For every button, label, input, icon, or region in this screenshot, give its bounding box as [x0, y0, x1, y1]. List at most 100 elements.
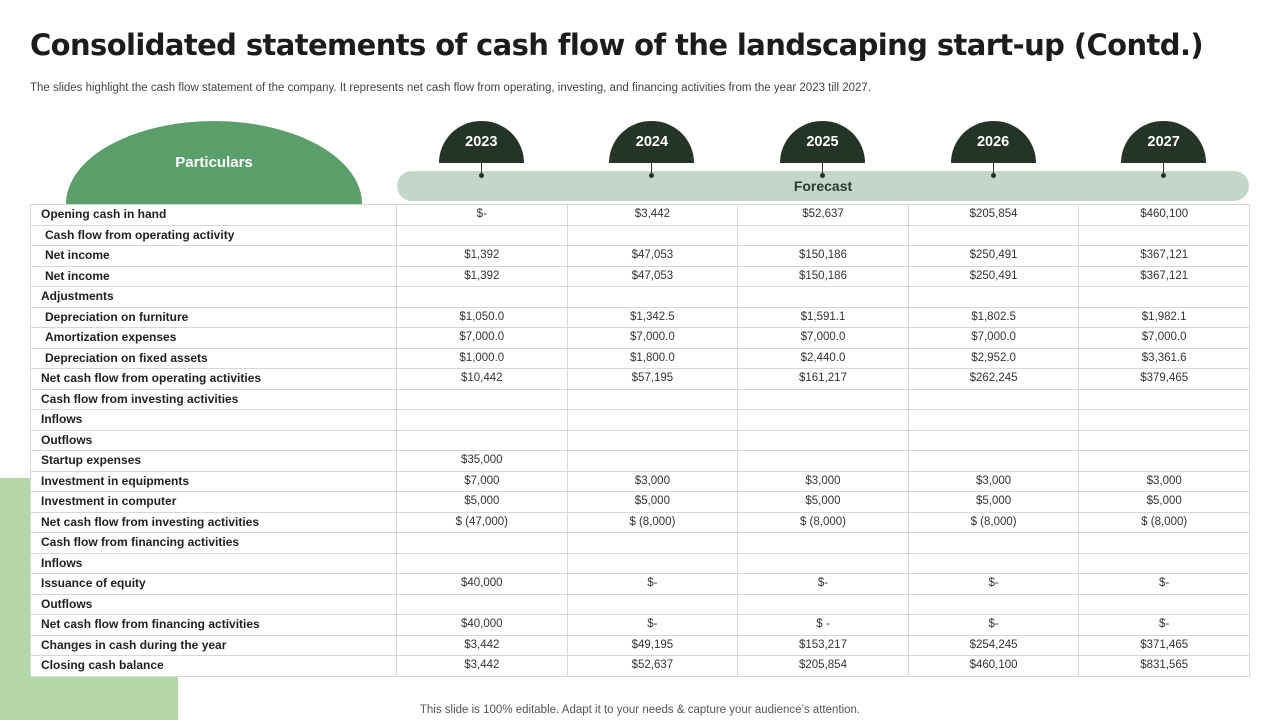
row-label: Closing cash balance: [30, 655, 397, 677]
cell-value: [737, 532, 909, 554]
year-header-3: 2026: [950, 121, 1036, 163]
cell-value: $831,565: [1078, 655, 1250, 677]
cell-value: $3,442: [396, 655, 568, 677]
cell-value: [907, 409, 1080, 431]
cell-value: $2,440.0: [737, 347, 909, 369]
cell-value: $7,000.0: [907, 327, 1080, 349]
year-connector-dot: [990, 173, 996, 178]
table-row: Depreciation on fixed assets $1,000.0 $1,8…: [30, 347, 1250, 369]
cell-value: [737, 429, 909, 451]
cell-value: [566, 532, 739, 554]
cell-value: [907, 388, 1080, 410]
row-label: Investment in equipments: [30, 470, 397, 492]
cell-value: [396, 409, 568, 431]
cell-value: [566, 552, 739, 574]
cell-value: $161,217: [737, 368, 909, 390]
cash-flow-table: Opening cash in hand $- $3,442 $52,637 $205,…: [30, 204, 1250, 677]
cell-value: $5,000: [396, 491, 568, 513]
cell-value: $ -: [737, 614, 909, 636]
cell-value: $57,195: [566, 368, 739, 390]
table-row: Cash flow from operating activity: [30, 224, 1250, 246]
row-label: Depreciation on fixed assets: [30, 347, 397, 369]
cell-value: [737, 286, 909, 308]
row-label: Net income: [30, 245, 397, 267]
year-header-0: 2023: [438, 121, 524, 163]
cell-value: $ (47,000): [396, 511, 568, 533]
table-row: Issuance of equity $40,000 $- $- $- $-: [30, 573, 1250, 595]
row-label: Issuance of equity: [30, 573, 397, 595]
year-connector-line: [992, 163, 994, 175]
cell-value: $254,245: [907, 634, 1080, 656]
table-row: Investment in equipments $7,000 $3,000 $3,0…: [30, 470, 1250, 492]
table-row: Outflows: [30, 429, 1250, 451]
year-connector-dot: [649, 173, 655, 178]
cell-value: [1078, 286, 1250, 308]
cell-value: [396, 286, 568, 308]
cell-value: $153,217: [737, 634, 909, 656]
cell-value: $3,442: [396, 634, 568, 656]
cell-value: $5,000: [907, 491, 1080, 513]
cell-value: $52,637: [566, 655, 739, 677]
table-row: Closing cash balance $3,442 $52,637 $205,85…: [30, 655, 1250, 677]
cell-value: $47,053: [566, 245, 739, 267]
table-row: Investment in computer $5,000 $5,000 $5,000…: [30, 491, 1250, 513]
year-header-2: 2025: [780, 121, 865, 163]
cell-value: $5,000: [566, 491, 739, 513]
table-row: Adjustments: [30, 286, 1250, 308]
cell-value: [566, 286, 739, 308]
cell-value: $ (8,000): [1078, 511, 1250, 533]
table-row: Opening cash in hand $- $3,442 $52,637 $205,…: [30, 204, 1250, 226]
cell-value: $1,050.0: [396, 306, 568, 328]
page-subtitle: The slides highlight the cash flow state…: [30, 82, 872, 94]
cell-value: $3,000: [907, 470, 1080, 492]
cell-value: [737, 593, 909, 615]
cell-value: $-: [396, 204, 568, 226]
row-label: Investment in computer: [30, 491, 397, 513]
cell-value: $47,053: [566, 265, 739, 287]
table-row: Amortization expenses $7,000.0 $7,000.0 $7,…: [30, 327, 1250, 349]
cell-value: $367,121: [1078, 245, 1250, 267]
row-label: Net cash flow from financing activities: [30, 614, 397, 636]
cell-value: $3,000: [1078, 470, 1250, 492]
row-label: Startup expenses: [30, 450, 397, 472]
cell-value: $250,491: [907, 265, 1080, 287]
particulars-header: Particulars: [66, 121, 362, 204]
cell-value: $460,100: [907, 655, 1080, 677]
cell-value: [907, 286, 1080, 308]
cell-value: [737, 409, 909, 431]
cell-value: [396, 552, 568, 574]
cell-value: $52,637: [737, 204, 909, 226]
year-connector-line: [651, 163, 653, 175]
table-row: Cash flow from investing activities: [30, 388, 1250, 410]
cell-value: $1,982.1: [1078, 306, 1250, 328]
cell-value: [1078, 593, 1250, 615]
cell-value: $-: [1078, 614, 1250, 636]
cell-value: [1078, 429, 1250, 451]
cell-value: [1078, 532, 1250, 554]
year-connector-dot: [1161, 173, 1167, 178]
table-row: Net cash flow from investing activities $…: [30, 511, 1250, 533]
row-label: Depreciation on furniture: [30, 306, 397, 328]
cell-value: [907, 532, 1080, 554]
cell-value: $7,000.0: [566, 327, 739, 349]
cell-value: $40,000: [396, 573, 568, 595]
cell-value: [907, 429, 1080, 451]
cell-value: [1078, 224, 1250, 246]
cell-value: [566, 224, 739, 246]
cell-value: [566, 593, 739, 615]
row-label: Net cash flow from investing activities: [30, 511, 397, 533]
cell-value: $-: [907, 614, 1080, 636]
cell-value: [396, 429, 568, 451]
table-row: Net income $1,392 $47,053 $150,186 $250,491 $…: [30, 265, 1250, 287]
row-label: Net cash flow from operating activities: [30, 368, 397, 390]
row-label: Cash flow from operating activity: [30, 224, 397, 246]
cell-value: [907, 593, 1080, 615]
page-title: Consolidated statements of cash flow of …: [30, 28, 1204, 62]
cell-value: $3,442: [566, 204, 739, 226]
cell-value: $-: [737, 573, 909, 595]
cell-value: $460,100: [1078, 204, 1250, 226]
cell-value: $3,000: [737, 470, 909, 492]
cell-value: $150,186: [737, 245, 909, 267]
table-row: Net income $1,392 $47,053 $150,186 $250,491 $…: [30, 245, 1250, 267]
cell-value: $5,000: [1078, 491, 1250, 513]
